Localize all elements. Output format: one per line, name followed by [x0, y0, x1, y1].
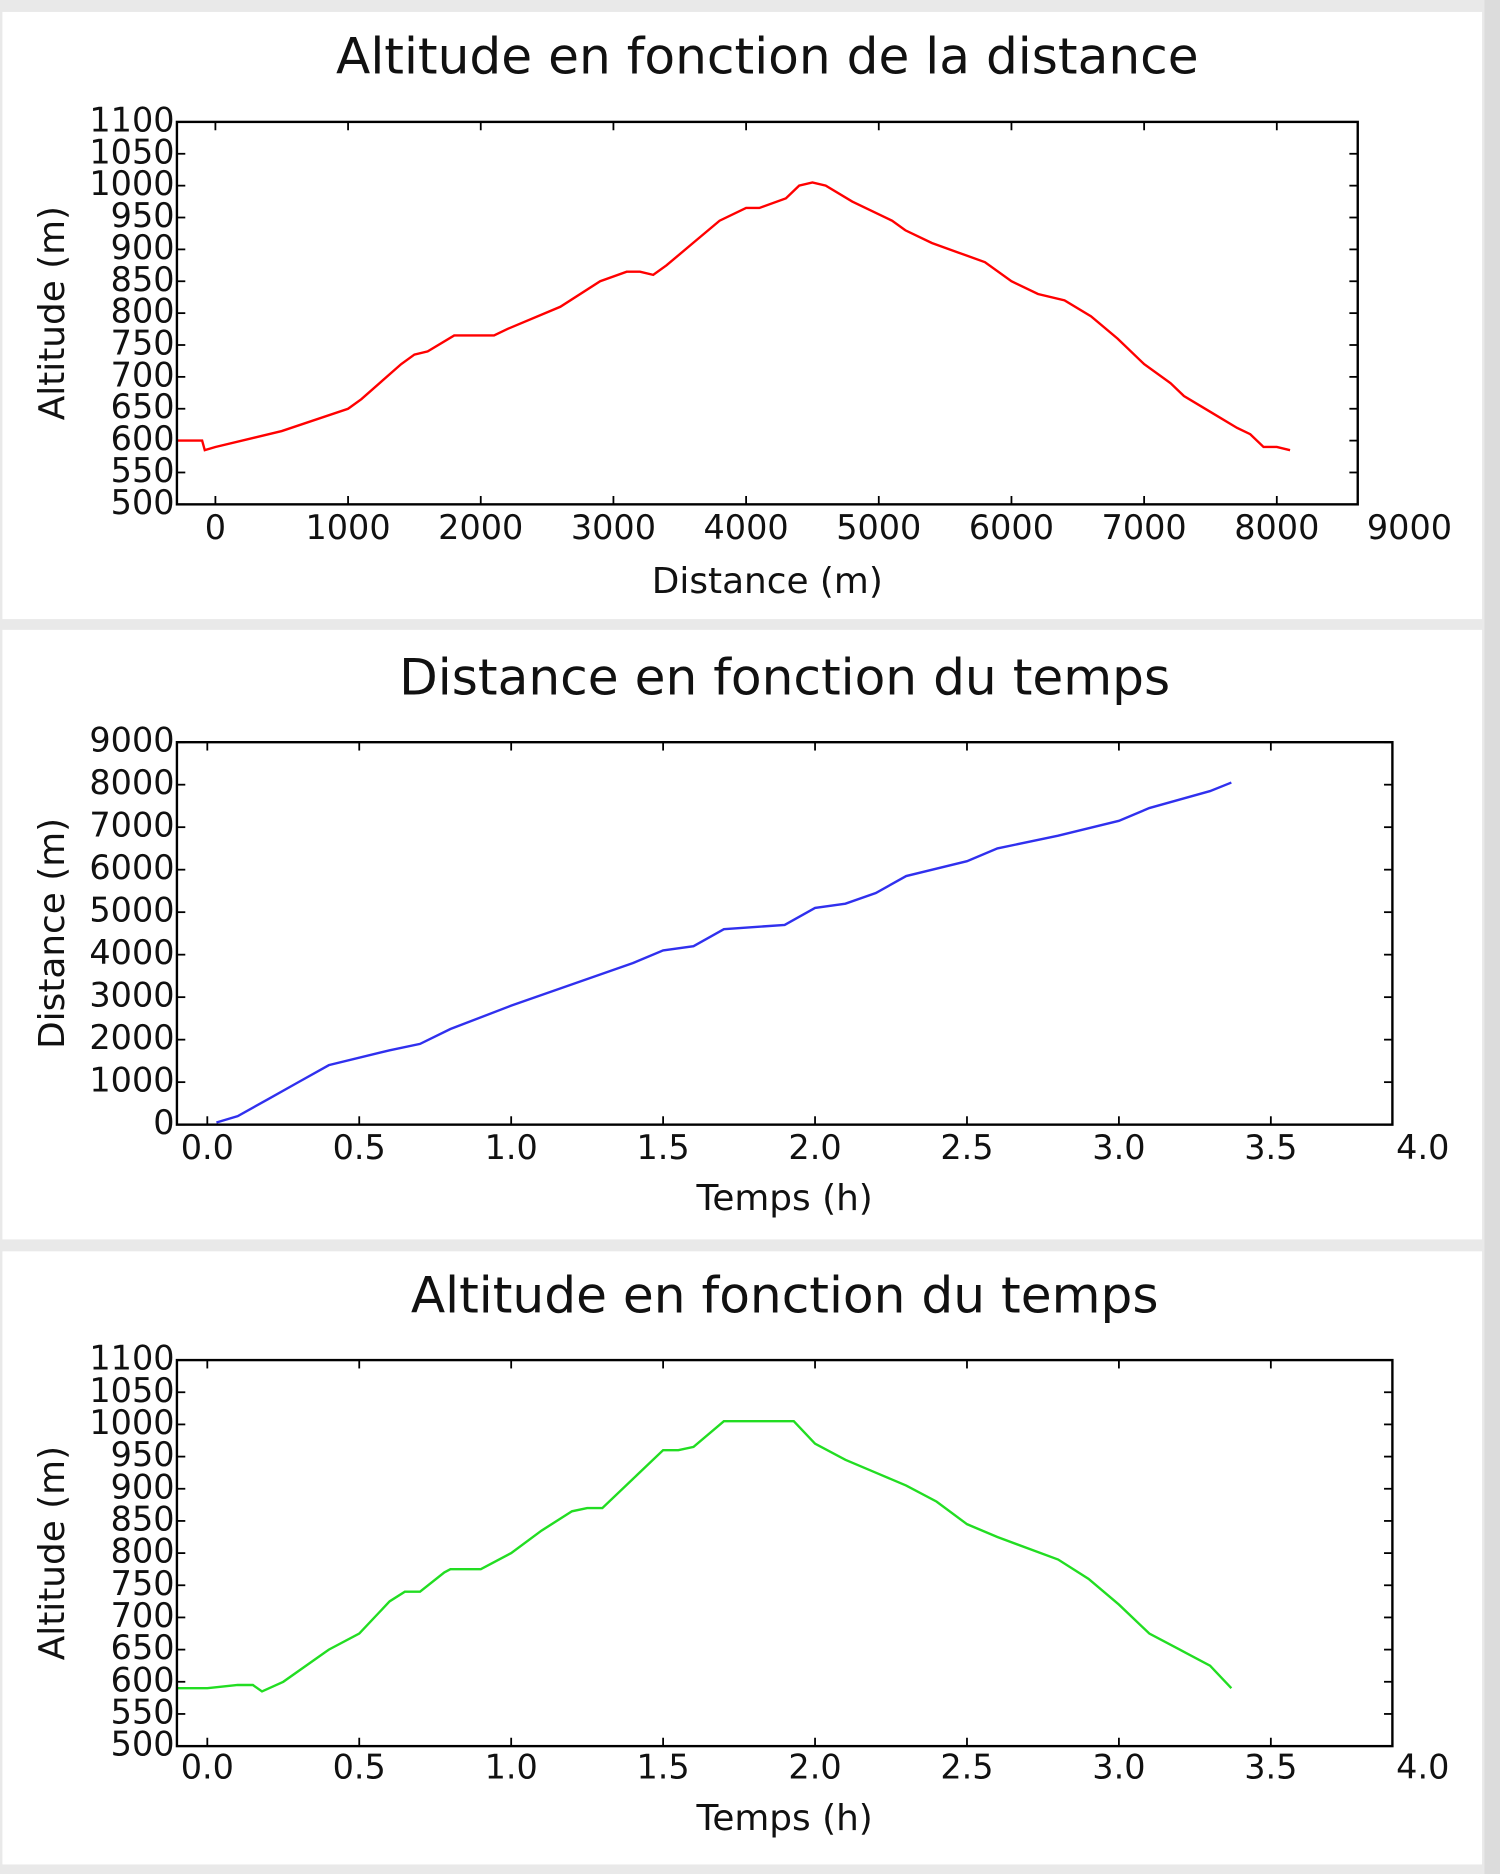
y-tick-label: 2000: [89, 1018, 174, 1057]
plot-frame: [175, 740, 1394, 1126]
y-tick-label: 950: [111, 1435, 175, 1474]
x-tick-label: 2.5: [940, 1747, 993, 1786]
x-axis-label: Distance (m): [652, 561, 883, 602]
y-tick-label: 1050: [89, 132, 174, 171]
x-tick-label: 4.0: [1396, 1128, 1449, 1167]
x-axis-label: Temps (h): [696, 1798, 873, 1839]
y-tick-label: 1000: [89, 1403, 174, 1442]
x-tick-label: 1.0: [485, 1747, 538, 1786]
x-tick-label: 8000: [1234, 508, 1319, 547]
x-tick-label: 2.0: [788, 1128, 841, 1167]
y-tick-label: 900: [111, 1467, 175, 1506]
chart-title: Distance en fonction du temps: [399, 648, 1170, 707]
x-tick-label: 3.5: [1244, 1128, 1297, 1167]
panel: [2, 629, 1483, 1240]
x-tick-label: 4.0: [1396, 1747, 1449, 1786]
x-tick-label: 3.0: [1092, 1747, 1145, 1786]
y-tick-label: 550: [111, 451, 175, 490]
y-tick-label: 500: [111, 483, 175, 522]
x-tick-label: 3.0: [1092, 1128, 1145, 1167]
y-tick-label: 950: [111, 196, 175, 235]
y-tick-label: 1100: [89, 1339, 174, 1378]
x-tick-label: 5000: [836, 508, 921, 547]
chart-title: Altitude en fonction du temps: [411, 1266, 1159, 1325]
x-tick-label: 0.5: [333, 1747, 386, 1786]
y-axis-label: Distance (m): [32, 818, 73, 1049]
y-tick-label: 1100: [89, 100, 174, 139]
panel: [2, 11, 1483, 620]
x-tick-label: 3.5: [1244, 1747, 1297, 1786]
y-tick-label: 6000: [89, 848, 174, 887]
x-tick-label: 1.0: [485, 1128, 538, 1167]
y-tick-label: 1050: [89, 1371, 174, 1410]
y-axis-label: Altitude (m): [32, 206, 73, 420]
x-tick-label: 4000: [704, 508, 789, 547]
y-tick-label: 650: [111, 1628, 175, 1667]
y-tick-label: 700: [111, 355, 175, 394]
data-line: [176, 1420, 1233, 1693]
x-tick-label: 2.5: [940, 1128, 993, 1167]
x-tick-label: 1.5: [637, 1128, 690, 1167]
x-axis-label: Temps (h): [696, 1178, 873, 1219]
x-tick-label: 6000: [969, 508, 1054, 547]
panel: [2, 1251, 1483, 1865]
y-tick-label: 850: [111, 260, 175, 299]
y-tick-label: 8000: [89, 763, 174, 802]
y-tick-label: 750: [111, 324, 175, 363]
y-tick-label: 5000: [89, 891, 174, 930]
y-tick-label: 3000: [89, 976, 174, 1015]
y-axis-label: Altitude (m): [32, 1446, 73, 1660]
y-tick-label: 7000: [89, 806, 174, 845]
x-tick-label: 1000: [306, 508, 391, 547]
y-tick-label: 850: [111, 1499, 175, 1538]
x-tick-label: 9000: [1367, 508, 1452, 547]
y-tick-label: 750: [111, 1564, 175, 1603]
x-tick-label: 1.5: [637, 1747, 690, 1786]
y-tick-label: 650: [111, 387, 175, 426]
y-tick-label: 600: [111, 1660, 175, 1699]
y-tick-label: 600: [111, 419, 175, 458]
y-tick-label: 900: [111, 228, 175, 267]
y-tick-label: 9000: [89, 721, 174, 760]
y-tick-label: 4000: [89, 933, 174, 972]
y-tick-label: 550: [111, 1692, 175, 1731]
x-tick-label: 7000: [1102, 508, 1187, 547]
scrollbar[interactable]: [1484, 0, 1500, 1874]
x-tick-label: 0.0: [181, 1747, 234, 1786]
x-tick-label: 0.5: [333, 1128, 386, 1167]
y-tick-label: 0: [153, 1103, 174, 1142]
x-tick-label: 3000: [571, 508, 656, 547]
x-tick-label: 2.0: [788, 1747, 841, 1786]
data-line: [176, 181, 1291, 452]
y-tick-label: 800: [111, 1532, 175, 1571]
x-tick-label: 0.0: [181, 1128, 234, 1167]
chart-title: Altitude en fonction de la distance: [336, 26, 1199, 85]
y-tick-label: 700: [111, 1596, 175, 1635]
plot-frame: [175, 1358, 1394, 1748]
y-tick-label: 500: [111, 1725, 175, 1764]
x-tick-label: 0: [205, 508, 226, 547]
x-tick-label: 2000: [438, 508, 523, 547]
plot-frame: [175, 120, 1359, 506]
y-tick-label: 800: [111, 292, 175, 331]
y-tick-label: 1000: [89, 164, 174, 203]
data-line: [216, 781, 1232, 1124]
y-tick-label: 1000: [89, 1061, 174, 1100]
